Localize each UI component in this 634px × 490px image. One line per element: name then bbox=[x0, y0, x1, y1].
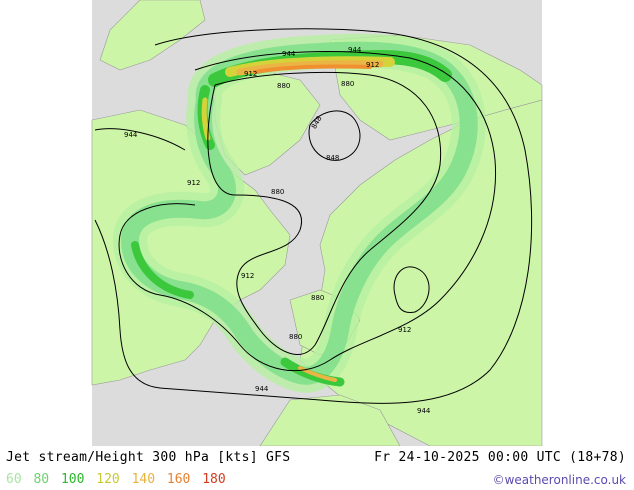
contour-label: 912 bbox=[366, 61, 379, 69]
credit-link[interactable]: ©weatheronline.co.uk bbox=[492, 473, 626, 487]
jet-stream-bands bbox=[113, 33, 486, 393]
contour-label: 880 bbox=[311, 294, 324, 302]
contour-label: 912 bbox=[187, 179, 200, 187]
land-africa bbox=[259, 394, 401, 446]
jet-band-160 bbox=[253, 64, 372, 74]
height-contours bbox=[94, 28, 533, 404]
land-alaska bbox=[99, 0, 206, 71]
contour-944-west bbox=[94, 128, 186, 151]
forecast-datetime: Fr 24-10-2025 00:00 UTC (18+78) bbox=[374, 450, 626, 465]
jet-band-140 bbox=[236, 60, 384, 76]
legend-item: 100 bbox=[60, 472, 85, 487]
contour-label: 880 bbox=[271, 188, 284, 196]
legend-item: 140 bbox=[131, 472, 156, 487]
contour-880-east bbox=[393, 266, 430, 314]
contour-label: 944 bbox=[282, 50, 296, 58]
contour-label: 944 bbox=[417, 407, 431, 415]
legend-item: 80 bbox=[33, 472, 50, 487]
legend-item: 180 bbox=[202, 472, 226, 487]
legend-item: 160 bbox=[166, 472, 191, 487]
jet-band-100-sw bbox=[131, 241, 194, 299]
legend-item: 60 bbox=[6, 472, 22, 487]
contour-label: 912 bbox=[244, 70, 257, 78]
contour-label: 880 bbox=[289, 333, 302, 341]
contour-label: 848 bbox=[326, 154, 339, 162]
jet-stream-map: 944 944 912 912 880 880 848 848 944 912 … bbox=[91, 0, 543, 446]
jet-band-120-south bbox=[298, 366, 337, 382]
contour-label: 880 bbox=[277, 82, 290, 90]
contour-label: 912 bbox=[241, 272, 254, 280]
speed-legend: 60 80 100 120 140 160 180 bbox=[6, 472, 230, 487]
map-canvas: 944 944 912 912 880 880 848 848 944 912 … bbox=[91, 0, 543, 446]
contour-label: 880 bbox=[341, 80, 354, 88]
legend-item: 120 bbox=[96, 472, 120, 487]
contour-label: 944 bbox=[255, 385, 269, 393]
contour-912 bbox=[118, 51, 497, 372]
map-footer: Jet stream/Height 300 hPa [kts] GFS Fr 2… bbox=[0, 446, 634, 490]
contour-944-outer bbox=[94, 28, 533, 404]
jet-band-120-west bbox=[201, 97, 211, 141]
map-title: Jet stream/Height 300 hPa [kts] GFS bbox=[6, 450, 291, 465]
contour-848 bbox=[308, 110, 361, 161]
contour-880 bbox=[207, 71, 442, 355]
contour-labels: 944 944 912 912 880 880 848 848 944 912 … bbox=[124, 46, 431, 415]
contour-label: 912 bbox=[398, 326, 411, 334]
contour-label: 944 bbox=[348, 46, 362, 54]
contour-label: 944 bbox=[124, 131, 138, 139]
